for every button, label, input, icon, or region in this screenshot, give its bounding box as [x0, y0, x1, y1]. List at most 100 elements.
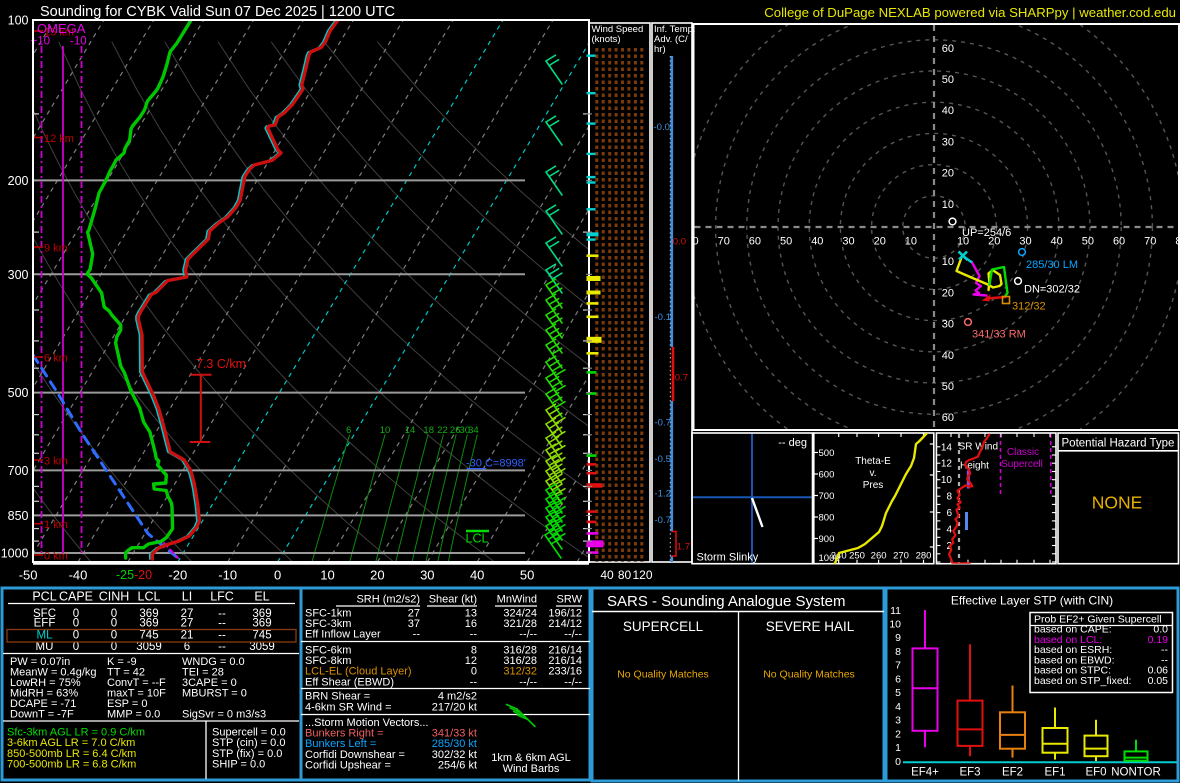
svg-text:30: 30: [942, 136, 954, 148]
svg-text:Shear (kt): Shear (kt): [429, 594, 477, 606]
svg-text:-0.7: -0.7: [655, 515, 671, 526]
svg-text:based on CAPE:: based on CAPE:: [1034, 624, 1112, 636]
svg-text:0: 0: [73, 629, 79, 641]
svg-text:TEI = 28: TEI = 28: [182, 667, 224, 679]
svg-text:--: --: [218, 608, 226, 620]
svg-text:745: 745: [139, 629, 158, 641]
svg-text:0: 0: [111, 617, 117, 629]
svg-text:1.7: 1.7: [677, 542, 690, 553]
svg-text:1000: 1000: [1, 547, 29, 561]
svg-text:PCL: PCL: [32, 590, 56, 604]
svg-text:Eff Inflow Layer: Eff Inflow Layer: [305, 629, 381, 641]
svg-text:500: 500: [819, 448, 835, 459]
svg-text:NONE: NONE: [1092, 493, 1143, 513]
svg-text:10: 10: [942, 256, 954, 268]
svg-text:Corfidi Upshear =: Corfidi Upshear =: [305, 759, 391, 771]
svg-text:Supercell = 0.0: Supercell = 0.0: [212, 727, 286, 739]
svg-text:based on EBWD:: based on EBWD:: [1034, 654, 1115, 666]
svg-text:20: 20: [874, 236, 886, 248]
svg-text:STP (fix) = 0.0: STP (fix) = 0.0: [212, 748, 282, 760]
svg-text:EF2: EF2: [1002, 767, 1023, 779]
svg-text:MidRH = 63%: MidRH = 63%: [10, 688, 78, 700]
svg-text:LCL-EL (Cloud Layer): LCL-EL (Cloud Layer): [305, 666, 412, 678]
svg-text:K = -9: K = -9: [107, 656, 137, 668]
svg-text:EF1: EF1: [1044, 767, 1065, 779]
svg-text:EFF: EFF: [34, 617, 56, 629]
svg-text:-0.5: -0.5: [655, 454, 671, 465]
svg-text:20: 20: [942, 168, 954, 180]
svg-text:850-500mb LR = 6.4 C/km: 850-500mb LR = 6.4 C/km: [7, 748, 136, 760]
svg-text:--/--: --/--: [519, 629, 537, 641]
svg-text:60: 60: [942, 412, 954, 424]
svg-text:341/33 kt: 341/33 kt: [432, 728, 477, 740]
svg-text:MeanW = 0.4g/kg: MeanW = 0.4g/kg: [10, 667, 97, 679]
svg-text:(knots): (knots): [592, 34, 621, 45]
svg-text:0.0: 0.0: [673, 237, 686, 248]
svg-text:EF4+: EF4+: [911, 767, 939, 779]
svg-text:11: 11: [890, 605, 901, 617]
svg-text:20: 20: [370, 568, 384, 583]
svg-text:MU: MU: [36, 641, 54, 653]
svg-text:196/12: 196/12: [548, 608, 582, 620]
svg-text:250: 250: [849, 551, 865, 562]
svg-text:369: 369: [139, 608, 158, 620]
svg-text:0.05: 0.05: [1148, 675, 1169, 687]
svg-text:STP (cin) = 0.0: STP (cin) = 0.0: [212, 737, 285, 749]
svg-text:27: 27: [181, 617, 194, 629]
svg-text:-50: -50: [19, 568, 38, 583]
svg-text:EF0: EF0: [1085, 767, 1106, 779]
svg-text:Supercell: Supercell: [1001, 459, 1043, 470]
svg-text:MMP = 0.0: MMP = 0.0: [107, 709, 160, 721]
svg-text:-25: -25: [116, 568, 134, 582]
svg-text:70: 70: [1144, 236, 1156, 248]
svg-text:Bunkers Left =: Bunkers Left =: [305, 738, 376, 750]
svg-text:120: 120: [632, 568, 652, 582]
svg-text:TT = 42: TT = 42: [107, 667, 145, 679]
svg-text:302/32 kt: 302/32 kt: [432, 749, 477, 761]
svg-text:0: 0: [73, 608, 79, 620]
svg-text:312/32: 312/32: [1012, 301, 1046, 313]
svg-text:0: 0: [274, 568, 281, 583]
svg-text:EL: EL: [254, 590, 269, 604]
svg-text:500: 500: [8, 386, 29, 400]
svg-text:0 km: 0 km: [44, 551, 68, 563]
svg-text:+10: +10: [31, 36, 51, 48]
svg-text:SigSvr = 0 m3/s3: SigSvr = 0 m3/s3: [182, 709, 266, 721]
svg-text:18: 18: [423, 425, 434, 436]
svg-text:6: 6: [895, 673, 901, 685]
svg-text:40: 40: [942, 105, 954, 117]
svg-text:LowRH = 75%: LowRH = 75%: [10, 677, 81, 689]
svg-text:SRH (m2/s2): SRH (m2/s2): [356, 594, 420, 606]
svg-text:--: --: [413, 629, 421, 641]
svg-text:3: 3: [895, 715, 901, 727]
svg-text:40: 40: [470, 568, 484, 583]
svg-text:SARS - Sounding Analogue Syste: SARS - Sounding Analogue System: [607, 593, 845, 610]
svg-text:Wind Speed: Wind Speed: [592, 24, 644, 35]
svg-text:maxT = 10F: maxT = 10F: [107, 688, 166, 700]
svg-text:SFC: SFC: [33, 608, 56, 620]
svg-text:Prob EF2+ Given Supercell: Prob EF2+ Given Supercell: [1034, 614, 1162, 626]
svg-text:6: 6: [184, 641, 190, 653]
svg-text:270: 270: [893, 551, 909, 562]
svg-text:8: 8: [471, 644, 477, 656]
svg-text:341/33 RM: 341/33 RM: [972, 329, 1026, 341]
svg-text:1000: 1000: [819, 553, 840, 564]
svg-text:Pres: Pres: [863, 480, 884, 491]
svg-text:40: 40: [942, 350, 954, 362]
svg-text:4: 4: [946, 525, 952, 536]
svg-text:CAPE: CAPE: [59, 590, 93, 604]
svg-text:34: 34: [468, 425, 479, 436]
svg-text:12: 12: [465, 655, 477, 667]
svg-text:UP=254/6: UP=254/6: [962, 227, 1011, 239]
svg-text:600: 600: [819, 470, 835, 481]
svg-text:40: 40: [811, 236, 823, 248]
svg-text:LCL: LCL: [138, 590, 161, 604]
svg-text:MnWind: MnWind: [497, 594, 537, 606]
svg-text:BRN Shear =: BRN Shear =: [305, 691, 370, 703]
svg-text:8: 8: [895, 646, 901, 658]
svg-text:80: 80: [686, 236, 698, 248]
svg-text:745: 745: [252, 629, 271, 641]
svg-text:4 m2/s2: 4 m2/s2: [438, 691, 477, 703]
svg-text:SRW: SRW: [557, 594, 583, 606]
svg-text:3059: 3059: [136, 641, 162, 653]
